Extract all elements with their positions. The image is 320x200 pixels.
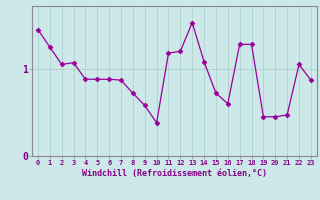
X-axis label: Windchill (Refroidissement éolien,°C): Windchill (Refroidissement éolien,°C) bbox=[82, 169, 267, 178]
